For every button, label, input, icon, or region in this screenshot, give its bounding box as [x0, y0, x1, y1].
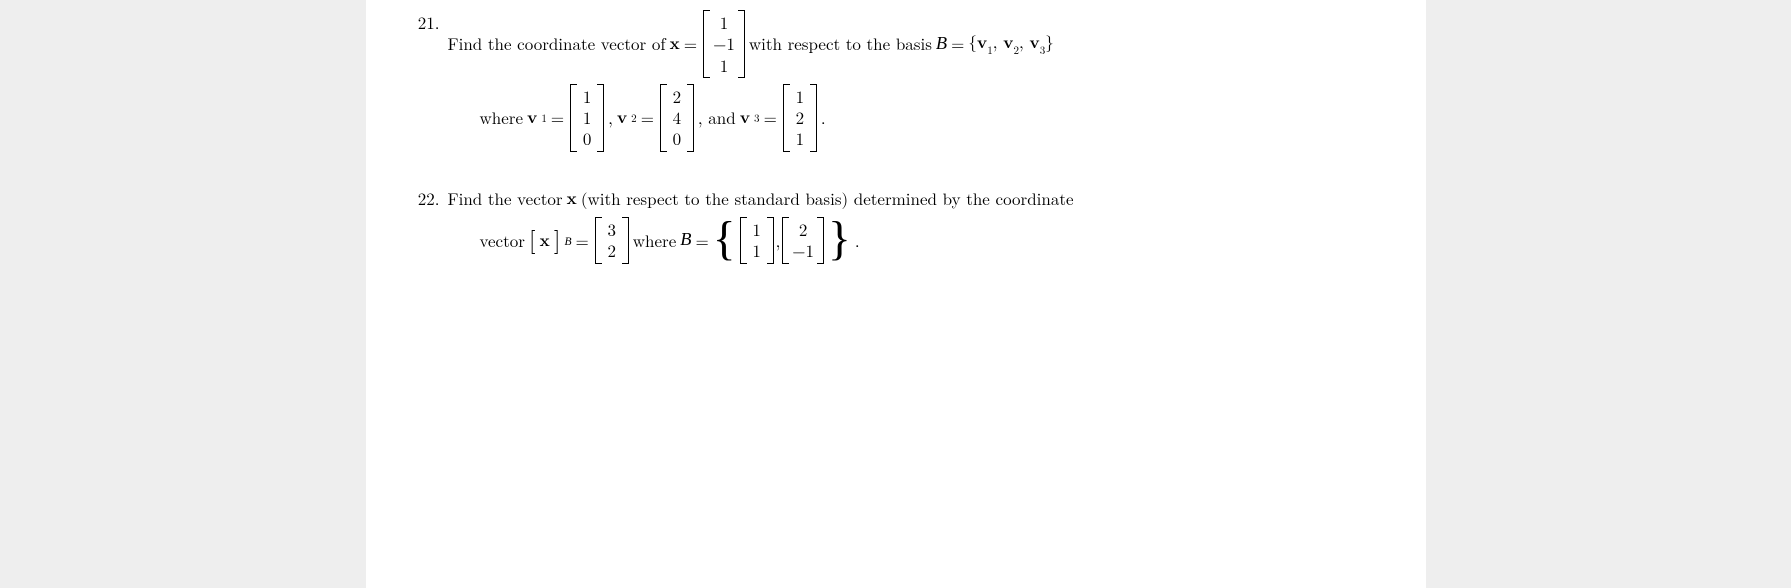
- basis-v2: v: [1003, 30, 1013, 54]
- brace-close: }: [1045, 29, 1054, 53]
- basis-vec-2: 2 −1: [782, 217, 824, 264]
- vector-x: x: [567, 186, 577, 212]
- vec-entry: 1: [580, 86, 594, 107]
- p21-line1: Find the coordinate vector of x = 1 −1 1…: [448, 10, 1386, 78]
- v1-label: v: [527, 105, 537, 131]
- problem-22: 22. Find the vector x (with respect to t…: [406, 186, 1386, 270]
- vec-entry: −1: [792, 240, 814, 261]
- problem-number-22: 22.: [406, 186, 448, 210]
- problem-body-22: Find the vector x (with respect to the s…: [448, 186, 1386, 270]
- vec-entry: 3: [605, 219, 619, 240]
- comma: ,: [608, 105, 613, 131]
- comma-and: , and: [698, 105, 736, 131]
- brace-close-icon: }: [828, 228, 851, 252]
- vec-entry: 2: [793, 107, 807, 128]
- vec-entry: 1: [793, 128, 807, 149]
- vector-v2: 2 4 0: [660, 84, 694, 152]
- text: Find the coordinate vector of: [448, 31, 666, 57]
- sub: 2: [631, 111, 637, 128]
- equals-sign: =: [684, 31, 697, 57]
- sub: 1: [987, 43, 993, 58]
- basis-B: B: [680, 226, 691, 254]
- text: with respect to the basis: [749, 31, 932, 57]
- basis-v3: v: [1029, 30, 1039, 54]
- text: vector: [480, 228, 525, 254]
- equals-sign: =: [641, 105, 654, 131]
- problem-21: 21. Find the coordinate vector of x = 1 …: [406, 10, 1386, 158]
- sub: 2: [1013, 43, 1019, 58]
- vector-x: x: [670, 31, 680, 57]
- equals-sign: =: [695, 228, 708, 254]
- vector-x-value: 1 −1 1: [703, 10, 745, 78]
- vec-entry: 0: [670, 128, 684, 149]
- v3-label: v: [740, 105, 750, 131]
- period: .: [821, 105, 826, 131]
- basis-B: B: [936, 30, 947, 58]
- vec-entry: −1: [713, 33, 735, 54]
- vec-entry: 1: [750, 240, 764, 261]
- problem-body-21: Find the coordinate vector of x = 1 −1 1…: [448, 10, 1386, 158]
- sub: 1: [541, 111, 547, 128]
- sub: 3: [1040, 43, 1046, 58]
- coord-vector: 3 2: [595, 217, 629, 264]
- vec-entry: 2: [605, 240, 619, 261]
- right-bracket: ]: [554, 221, 561, 257]
- p22-line2: vector [x]B = 3 2 where B =: [480, 217, 1386, 264]
- basis-v1: v: [977, 30, 987, 54]
- basis-vec-1: 1 1: [740, 217, 774, 264]
- text: (with respect to the standard basis) det…: [581, 186, 1074, 212]
- equals-sign: =: [764, 105, 777, 131]
- equals-sign: =: [951, 31, 964, 57]
- vec-entry: 1: [713, 55, 735, 76]
- sub: 3: [754, 111, 760, 128]
- vector-v3: 1 2 1: [783, 84, 817, 152]
- page-outer: 21. Find the coordinate vector of x = 1 …: [0, 0, 1791, 588]
- v2-label: v: [617, 105, 627, 131]
- period: .: [855, 228, 860, 254]
- vec-entry: 2: [792, 219, 814, 240]
- p21-line2: where v1 = 1 1 0 , v2 =: [480, 84, 1386, 152]
- vec-entry: 4: [670, 107, 684, 128]
- problem-number-21: 21.: [406, 10, 448, 34]
- vec-entry: 2: [670, 86, 684, 107]
- p22-line1: Find the vector x (with respect to the s…: [448, 186, 1386, 212]
- vec-entry: 1: [750, 219, 764, 240]
- equals-sign: =: [576, 228, 589, 254]
- vec-entry: 1: [713, 12, 735, 33]
- page-content: 21. Find the coordinate vector of x = 1 …: [366, 0, 1426, 588]
- vector-x: x: [540, 228, 550, 254]
- left-bracket: [: [529, 221, 536, 257]
- vec-entry: 1: [580, 107, 594, 128]
- basis-set: {v1, v2, v3}: [968, 29, 1053, 58]
- text: Find the vector: [448, 186, 563, 212]
- vector-v1: 1 1 0: [570, 84, 604, 152]
- equals-sign: =: [551, 105, 564, 131]
- brace-open: {: [968, 29, 977, 53]
- basis-set: { 1 1 ,: [713, 217, 851, 264]
- vec-entry: 1: [793, 86, 807, 107]
- comma: ,: [776, 228, 781, 254]
- brace-open-icon: {: [713, 228, 736, 252]
- text-where: where: [633, 228, 677, 254]
- sub-B: B: [564, 233, 571, 250]
- text: where: [480, 105, 524, 131]
- vec-entry: 0: [580, 128, 594, 149]
